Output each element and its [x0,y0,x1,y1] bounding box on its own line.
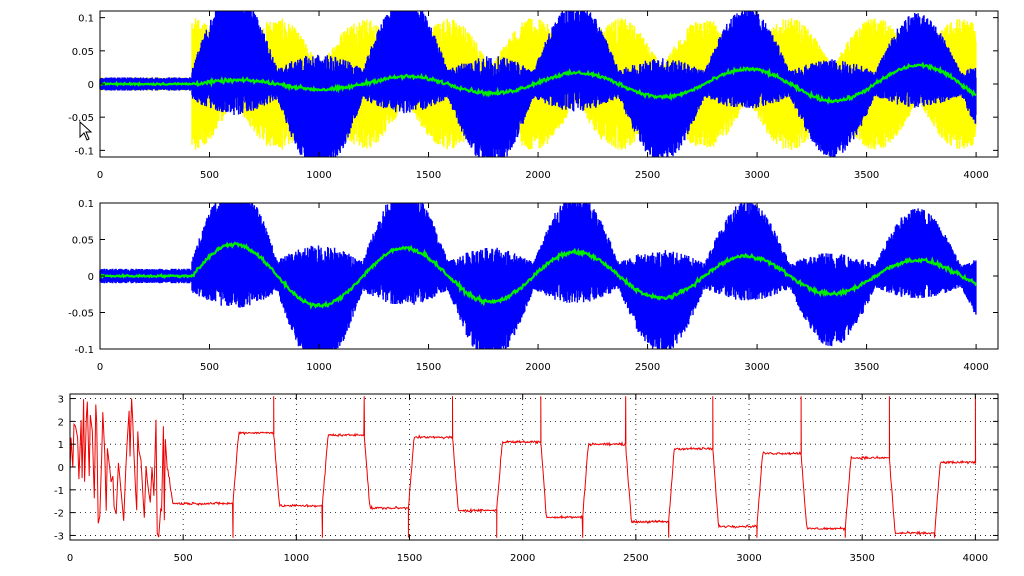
y-tick-label: -3 [54,531,64,542]
y-tick-label: -0.1 [74,146,94,157]
y-tick-label: 0.1 [78,199,94,210]
x-tick-label: 1500 [397,553,422,564]
x-tick-label: 1500 [416,170,441,181]
x-tick-label: 3000 [744,362,769,373]
x-tick-label: 3500 [849,553,874,564]
x-tick-label: 1000 [284,553,309,564]
series-green-line [100,61,977,106]
x-tick-label: 3000 [736,553,761,564]
y-tick-label: 0.05 [72,236,94,247]
y-tick-label: 0 [88,272,94,283]
chart-panel-top: 0.1 0.05 0 -0.05 -0.1 0 500 1000 1500 20… [68,10,999,181]
y-tick-label: 0 [58,463,64,474]
x-tick-label: 500 [200,170,219,181]
y-tick-label: -0.05 [68,309,94,320]
tick-marks [99,202,998,350]
x-tick-label: 0 [97,170,103,181]
chart-panel-bottom: 3 2 1 0 -1 -2 -3 0 500 1000 1500 2000 25… [54,393,999,564]
y-tick-label: 0 [88,80,94,91]
y-tick-label: -0.1 [74,345,94,356]
x-tick-label: 1000 [306,170,331,181]
x-tick-label: 2500 [635,362,660,373]
x-tick-label: 4000 [963,553,988,564]
x-tick-label: 2000 [525,170,550,181]
y-tick-label: 0.1 [78,14,94,25]
y-tick-label: -2 [54,509,64,520]
x-tick-label: 3000 [744,170,769,181]
x-tick-label: 3500 [854,170,879,181]
x-tick-label: 500 [174,553,193,564]
series-red-line [69,396,977,538]
x-tick-label: 2500 [623,553,648,564]
y-tick-label: 0.05 [72,47,94,58]
y-tick-label: 3 [58,395,64,406]
tick-marks [69,394,998,540]
x-tick-label: 2000 [525,362,550,373]
y-tick-label: 1 [58,440,64,451]
plot-area [69,396,977,538]
chart-panel-middle: 0.1 0.05 0 -0.05 -0.1 0 500 1000 1500 20… [68,199,999,373]
y-tick-label: -1 [54,486,64,497]
plot-area [99,203,978,349]
mouse-cursor-icon [79,121,93,141]
x-tick-label: 2000 [510,553,535,564]
x-tick-label: 0 [97,362,103,373]
series-green-line [99,241,978,310]
x-tick-label: 4000 [963,170,988,181]
x-tick-label: 2500 [635,170,660,181]
tick-marks [99,11,998,157]
x-tick-label: 0 [67,553,73,564]
x-tick-label: 3500 [854,362,879,373]
x-tick-label: 4000 [963,362,988,373]
x-tick-label: 1500 [416,362,441,373]
y-tick-label: -0.05 [68,113,94,124]
x-tick-label: 1000 [306,362,331,373]
y-tick-label: 2 [58,417,64,428]
x-tick-label: 500 [200,362,219,373]
